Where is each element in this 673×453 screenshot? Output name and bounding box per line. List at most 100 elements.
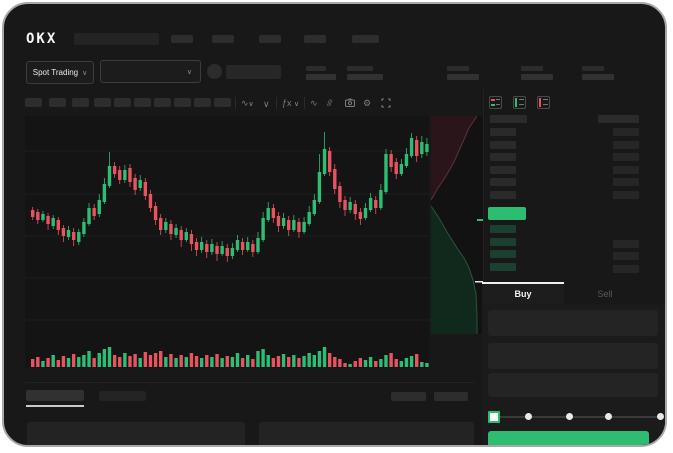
volume-bar (384, 355, 388, 367)
okx-trading-app: OKX Spot Trading ∨ ∨ ∿∨ ∨ ƒx ∨ ∿ ⫻ ⚙ (2, 2, 667, 447)
interval-button-placeholder[interactable] (49, 98, 66, 107)
candle (194, 242, 199, 250)
volume-bar (343, 363, 347, 367)
volume-bar (409, 356, 414, 367)
spot-trading-label: Spot Trading (32, 68, 79, 77)
bid-amount-placeholder[interactable] (613, 252, 639, 261)
ask-price-placeholder[interactable] (490, 140, 516, 149)
line-icon[interactable]: ∿ (310, 98, 318, 108)
bottom-action-2[interactable] (434, 392, 468, 401)
tab-buy[interactable]: Buy (482, 284, 564, 304)
bid-price-placeholder[interactable] (490, 225, 516, 233)
candle (77, 232, 81, 242)
candle (205, 244, 209, 252)
nav-item-placeholder[interactable] (259, 35, 281, 43)
ask-amount-placeholder[interactable] (613, 140, 639, 149)
interval-button-placeholder[interactable] (154, 98, 171, 107)
candle (189, 234, 194, 244)
book-combined-icon[interactable] (489, 96, 502, 109)
ask-amount-placeholder[interactable] (613, 153, 639, 162)
amount-slider-track[interactable] (492, 416, 660, 418)
buy-submit-button[interactable] (488, 431, 649, 445)
volume-bar (230, 357, 235, 367)
slider-stop[interactable] (525, 413, 532, 420)
ask-price-placeholder[interactable] (490, 191, 516, 199)
bid-price-placeholder[interactable] (490, 262, 516, 271)
candle (368, 198, 373, 210)
interval-button-placeholder[interactable] (134, 98, 151, 107)
interval-button-placeholder[interactable] (194, 98, 211, 107)
interval-button-placeholder[interactable] (114, 98, 131, 107)
slider-stop[interactable] (657, 413, 664, 420)
volume-bar (235, 353, 240, 367)
candle (66, 230, 71, 237)
bid-price-placeholder[interactable] (490, 250, 516, 259)
nav-item-placeholder[interactable] (171, 35, 193, 43)
bottom-panel-1[interactable] (27, 422, 245, 445)
settings-gear-icon[interactable]: ⚙ (363, 98, 372, 108)
candle (348, 202, 352, 210)
ask-amount-placeholder[interactable] (613, 128, 639, 136)
camera-icon[interactable] (345, 98, 355, 109)
slider-stop[interactable] (605, 413, 612, 420)
indicator-fx-icon[interactable]: ƒx ∨ (282, 98, 300, 109)
ask-price-placeholder[interactable] (490, 128, 516, 136)
search-bar-placeholder[interactable] (74, 33, 159, 45)
slider-handle[interactable] (488, 411, 500, 423)
candle (343, 200, 347, 210)
volume-bar (322, 347, 327, 367)
volume-bar (71, 354, 76, 367)
candle (322, 149, 327, 174)
bottom-panel-2[interactable] (259, 422, 474, 445)
book-asks-icon[interactable] (537, 96, 550, 109)
book-bids-icon[interactable] (513, 96, 526, 109)
chart-type-icon[interactable]: ∿∨ (241, 98, 254, 109)
bottom-tab-2[interactable] (99, 391, 146, 401)
volume-bar (41, 361, 45, 367)
bid-price-placeholder[interactable] (490, 237, 516, 246)
ask-price-placeholder[interactable] (490, 153, 516, 162)
pair-search-dropdown[interactable]: ∨ (100, 60, 201, 83)
interval-button-placeholder[interactable] (174, 98, 191, 107)
interval-button-placeholder[interactable] (94, 98, 111, 107)
spot-trading-dropdown[interactable]: Spot Trading ∨ (26, 61, 94, 84)
volume-bar (189, 353, 194, 367)
interval-button-placeholder[interactable] (214, 98, 231, 107)
volume-bar (399, 361, 404, 367)
ask-price-placeholder[interactable] (490, 165, 516, 174)
nav-item-placeholder[interactable] (352, 35, 379, 43)
tab-sell[interactable]: Sell (597, 289, 613, 299)
bottom-tab-active[interactable] (26, 390, 84, 401)
nav-item-placeholder[interactable] (304, 35, 326, 43)
volume-bar (327, 353, 332, 367)
volume-bar (333, 357, 337, 367)
chevron-down-icon[interactable]: ∨ (263, 99, 270, 109)
volume-bar (164, 357, 168, 367)
interval-button-placeholder[interactable] (72, 98, 89, 107)
candle (107, 166, 112, 186)
volume-bar (281, 354, 286, 367)
bid-amount-placeholder[interactable] (613, 239, 639, 248)
price-input[interactable] (488, 310, 658, 336)
ask-amount-placeholder[interactable] (613, 178, 639, 187)
slider-stop[interactable] (566, 413, 573, 420)
volume-bar (353, 361, 357, 367)
pair-name-placeholder[interactable] (226, 65, 281, 79)
bid-amount-placeholder[interactable] (613, 264, 639, 273)
ask-amount-placeholder[interactable] (613, 165, 639, 174)
volume-bar (271, 358, 276, 367)
interval-button-placeholder[interactable] (25, 98, 42, 107)
candle (123, 170, 127, 180)
ask-amount-placeholder[interactable] (613, 191, 639, 199)
nav-item-placeholder[interactable] (212, 35, 234, 43)
depth-chart[interactable] (430, 115, 483, 334)
amount-input[interactable] (488, 343, 658, 369)
ask-price-placeholder[interactable] (490, 178, 516, 187)
fullscreen-icon[interactable] (381, 98, 391, 110)
total-input[interactable] (488, 373, 658, 397)
volume-bar (302, 356, 306, 367)
bottom-action-1[interactable] (391, 392, 426, 401)
price-chart[interactable] (25, 116, 429, 368)
draw-tools-icon[interactable]: ⫻ (327, 98, 333, 108)
candle (399, 164, 404, 174)
